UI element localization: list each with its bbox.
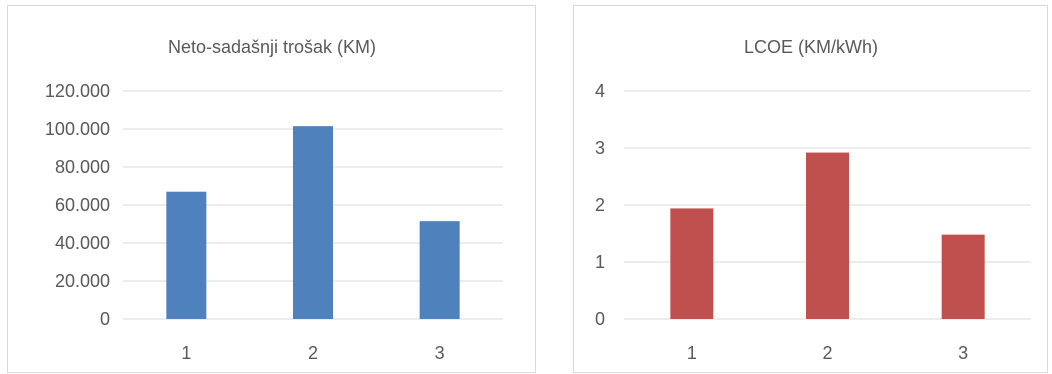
bar-2 <box>806 152 849 319</box>
y-tick-label: 20.000 <box>55 271 110 291</box>
y-tick-label: 1 <box>595 252 605 272</box>
x-tick-label: 3 <box>958 343 968 363</box>
y-tick-label: 4 <box>595 81 605 101</box>
bar-1 <box>166 191 207 319</box>
chart-lcoe: LCOE (KM/kWh) 0 1 2 3 4 1 2 3 <box>595 37 1031 363</box>
y-tick-label: 100.000 <box>45 119 110 139</box>
bar-1 <box>670 208 714 319</box>
x-tick-label: 2 <box>308 343 318 363</box>
y-tick-label: 80.000 <box>55 157 110 177</box>
y-tick-label: 2 <box>595 195 605 215</box>
chart-panel-net-present-cost: Neto-sadašnji trošak (KM) 0 20.000 40.000 6… <box>7 5 536 373</box>
chart-panel-lcoe: LCOE (KM/kWh) 0 1 2 3 4 1 2 3 <box>573 5 1048 373</box>
bar-2 <box>293 126 333 320</box>
chart-title: LCOE (KM/kWh) <box>744 37 878 57</box>
bar-3 <box>941 234 985 319</box>
chart-net-present-cost: Neto-sadašnji trošak (KM) 0 20.000 40.000 6… <box>45 37 503 363</box>
y-tick-label: 0 <box>595 309 605 329</box>
y-tick-label: 40.000 <box>55 233 110 253</box>
chart-title: Neto-sadašnji trošak (KM) <box>168 37 376 57</box>
x-tick-label: 1 <box>181 343 191 363</box>
x-tick-label: 2 <box>822 343 832 363</box>
bar-3 <box>419 221 460 319</box>
y-tick-label: 120.000 <box>45 81 110 101</box>
y-tick-label: 3 <box>595 138 605 158</box>
x-tick-label: 3 <box>435 343 445 363</box>
y-tick-label: 60.000 <box>55 195 110 215</box>
x-tick-label: 1 <box>687 343 697 363</box>
y-tick-label: 0 <box>100 309 110 329</box>
